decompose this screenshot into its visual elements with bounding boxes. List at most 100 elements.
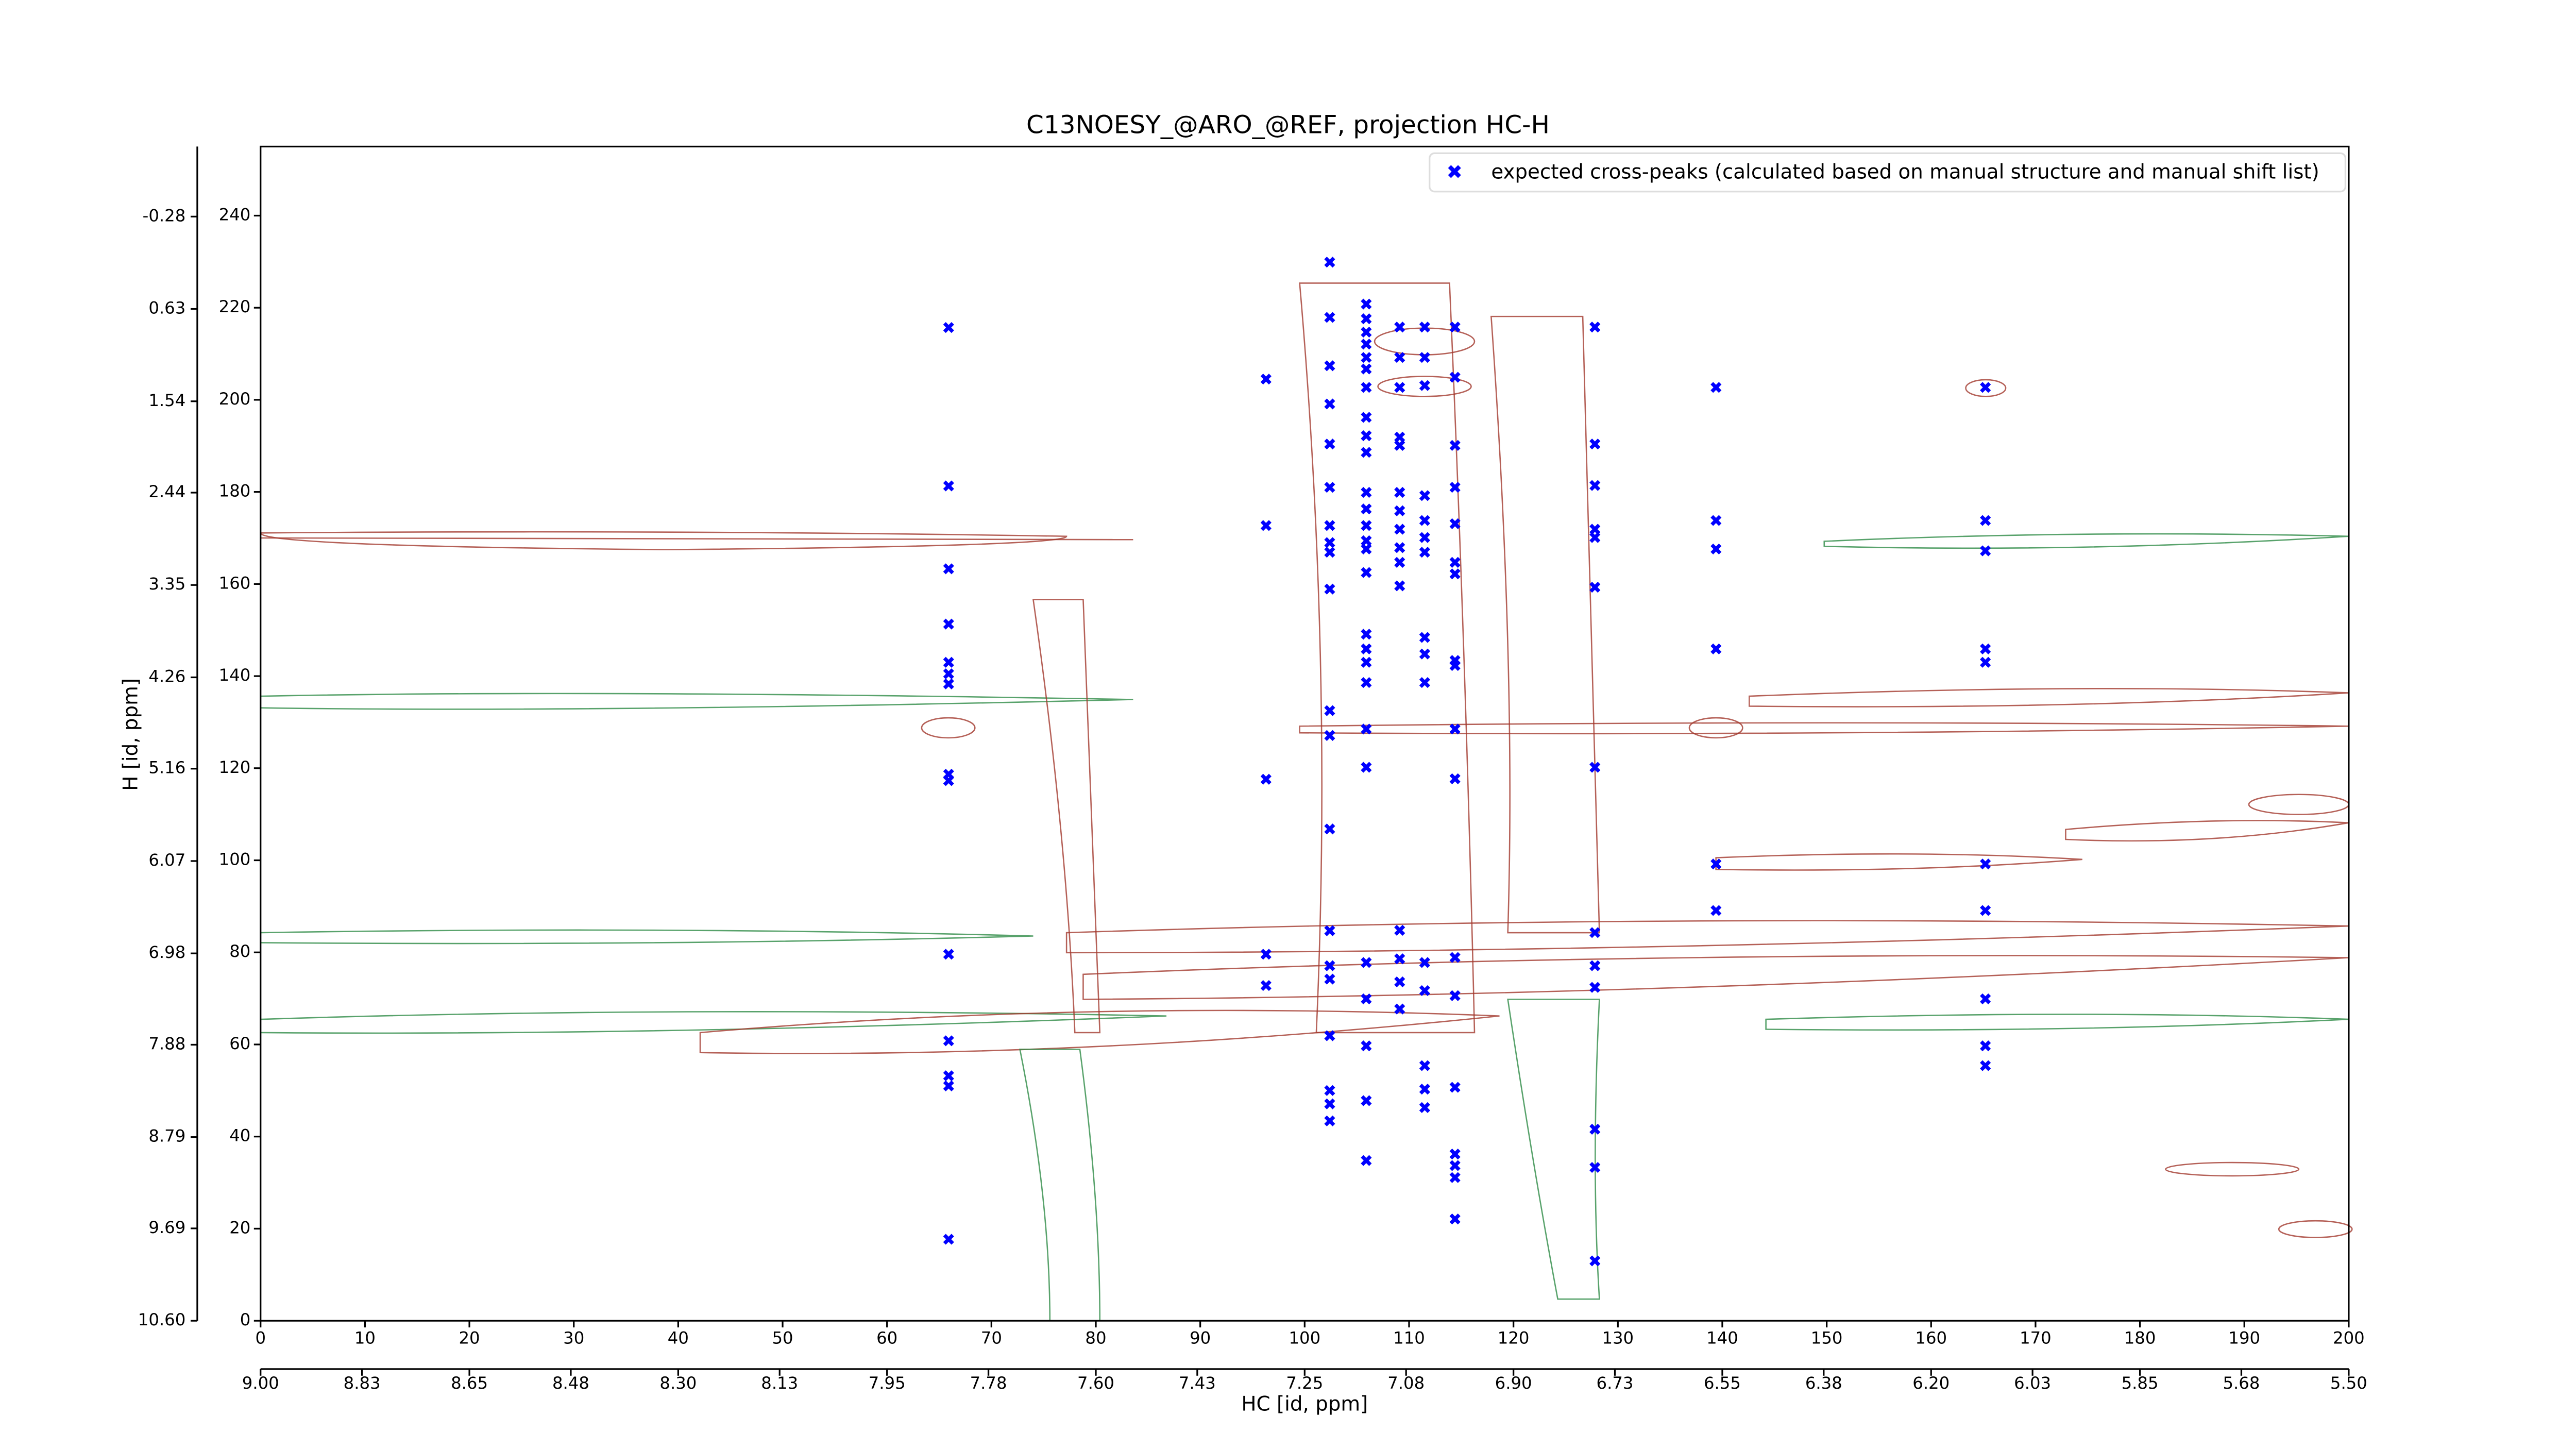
cross-peak — [1980, 993, 1991, 1005]
x-tick-label: 50 — [772, 1328, 793, 1348]
x-tick-label: 60 — [876, 1328, 897, 1348]
cross-peak — [1361, 1095, 1372, 1106]
y-axis-label: H [id, ppm] — [120, 678, 143, 791]
x2-tick-label: 6.20 — [1912, 1373, 1950, 1393]
x-tick-label: 130 — [1602, 1328, 1634, 1348]
cross-peak — [1394, 440, 1405, 451]
y-tick-label: 40 — [229, 1126, 250, 1145]
cross-peak — [1324, 973, 1335, 985]
cross-peak — [1394, 486, 1405, 498]
x2-tick-label: 5.68 — [2223, 1373, 2260, 1393]
cross-peak — [1449, 568, 1461, 580]
cross-peak — [1449, 990, 1461, 1001]
x-tick-label: 80 — [1085, 1328, 1106, 1348]
cross-peak — [1394, 953, 1405, 965]
y-tick-label: 200 — [219, 389, 251, 409]
cross-peak — [1449, 1214, 1461, 1225]
y-tick-label: 100 — [219, 850, 251, 869]
cross-peak — [1324, 1115, 1335, 1126]
cross-peak — [1980, 905, 1991, 916]
cross-peak — [1449, 518, 1461, 529]
x2-tick-label: 7.08 — [1387, 1373, 1425, 1393]
cross-peak — [1710, 515, 1722, 526]
x2-tick-label: 7.78 — [970, 1373, 1007, 1393]
cross-peak — [1361, 503, 1372, 515]
cross-peak — [1419, 380, 1430, 391]
x2-tick-label: 8.83 — [344, 1373, 381, 1393]
contour — [921, 717, 976, 739]
cross-peak — [1361, 543, 1372, 555]
y2-tick-label: 0.63 — [148, 298, 185, 318]
cross-peak — [1589, 927, 1601, 938]
x-tick-label: 0 — [255, 1328, 266, 1348]
cross-peak — [1589, 1123, 1601, 1135]
y-tick-label: 60 — [229, 1034, 250, 1053]
cross-peak — [1419, 1060, 1430, 1071]
cross-peak — [1361, 643, 1372, 654]
cross-peak — [1394, 580, 1405, 592]
cross-peak — [1361, 762, 1372, 773]
y-tick-label: 180 — [219, 481, 251, 501]
cross-peak — [1260, 949, 1272, 960]
cross-peak — [1449, 1172, 1461, 1183]
cross-peak — [1710, 543, 1722, 555]
cross-peak — [1589, 439, 1601, 450]
y2-tick-label: 7.88 — [148, 1034, 185, 1053]
y2-tick-label: -0.28 — [143, 206, 186, 225]
cross-peak — [1361, 339, 1372, 350]
contour — [260, 531, 1067, 550]
cross-peak — [1449, 557, 1461, 568]
cross-peak — [1361, 412, 1372, 423]
cross-peak — [1710, 382, 1722, 393]
cross-peak — [1361, 430, 1372, 442]
cross-peak — [1589, 1161, 1601, 1173]
cross-peak — [1589, 480, 1601, 491]
cross-peak — [1324, 1085, 1335, 1096]
contour — [260, 693, 1133, 710]
cross-peak — [1589, 524, 1601, 535]
cross-peak — [1324, 398, 1335, 410]
cross-peak — [1361, 326, 1372, 338]
cross-peak — [943, 618, 954, 630]
cross-peak — [1324, 925, 1335, 936]
cross-peak — [1361, 352, 1372, 363]
cross-peak — [1980, 1040, 1991, 1052]
cross-peak — [1394, 1003, 1405, 1015]
cross-peak — [1394, 322, 1405, 333]
cross-peak — [1394, 542, 1405, 553]
contour — [1032, 599, 1101, 1034]
x-tick-label: 40 — [668, 1328, 689, 1348]
cross-peak — [1449, 372, 1461, 383]
cross-peak — [1361, 486, 1372, 498]
x-tick-label: 110 — [1393, 1328, 1425, 1348]
cross-peak — [943, 775, 954, 786]
cross-peak — [1419, 632, 1430, 643]
cross-peak — [1324, 360, 1335, 372]
contour — [1507, 999, 1600, 1300]
contour — [699, 1009, 1500, 1054]
y-tick-label: 240 — [219, 205, 251, 224]
cross-peak — [1449, 322, 1461, 333]
cross-peak — [1324, 823, 1335, 835]
x2-tick-label: 6.73 — [1597, 1373, 1634, 1393]
cross-peak — [1419, 352, 1430, 363]
cross-peak — [1419, 322, 1430, 333]
cross-peak — [943, 563, 954, 575]
cross-peak — [1361, 520, 1372, 531]
x-tick-label: 160 — [1915, 1328, 1947, 1348]
y2-tick-label: 5.16 — [148, 758, 185, 778]
cross-peak — [1449, 1082, 1461, 1093]
cross-peak — [1419, 547, 1430, 558]
cross-peak — [1260, 980, 1272, 991]
y-tick-label: 160 — [219, 573, 251, 593]
x-tick-label: 190 — [2228, 1328, 2260, 1348]
cross-peak — [943, 656, 954, 668]
cross-peak — [1449, 723, 1461, 735]
x2-tick-label: 6.03 — [2014, 1373, 2051, 1393]
x-tick-label: 170 — [2020, 1328, 2052, 1348]
cross-peak — [1980, 858, 1991, 870]
x-tick-label: 30 — [563, 1328, 584, 1348]
x-tick-label: 90 — [1190, 1328, 1211, 1348]
cross-peak — [1589, 322, 1601, 333]
cross-peak — [1394, 352, 1405, 363]
